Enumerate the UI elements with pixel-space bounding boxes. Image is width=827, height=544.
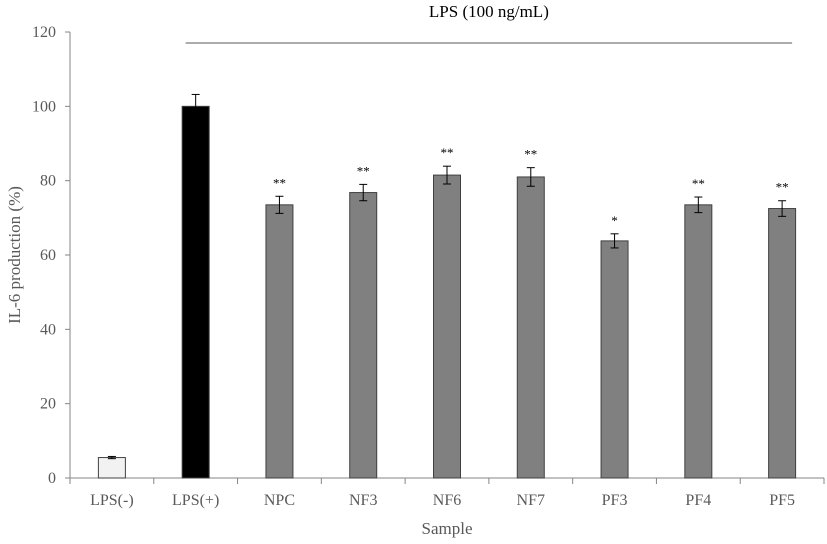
significance-label: ** xyxy=(692,176,705,191)
error-bar xyxy=(191,93,200,119)
x-tick-label: PF4 xyxy=(685,492,711,509)
error-bar xyxy=(443,165,451,185)
significance-label: ** xyxy=(524,147,537,162)
bracket-label: LPS (100 ng/mL) xyxy=(429,2,549,21)
bar-pf4 xyxy=(684,204,713,479)
significance-label: ** xyxy=(776,180,789,195)
x-tick-label: NF7 xyxy=(517,492,545,509)
y-tick-label: 20 xyxy=(40,396,56,413)
significance-label: * xyxy=(611,213,618,228)
x-axis-title: Sample xyxy=(422,519,473,538)
significance-label: ** xyxy=(357,163,370,178)
y-tick-label: 80 xyxy=(40,173,56,190)
y-tick-label: 120 xyxy=(32,24,56,41)
error-bar xyxy=(107,455,116,460)
error-bar xyxy=(359,183,368,202)
bar-nf6 xyxy=(433,174,461,479)
error-bar xyxy=(694,196,703,214)
error-bars xyxy=(107,93,787,460)
y-tick-label: 100 xyxy=(32,98,56,115)
error-bar xyxy=(610,233,619,249)
y-tick-label: 0 xyxy=(48,470,56,487)
bar-lps xyxy=(181,105,210,479)
bars xyxy=(97,105,797,479)
bar-pf3 xyxy=(600,240,629,479)
x-tick-label: PF5 xyxy=(769,492,795,509)
bar-nf3 xyxy=(349,192,378,479)
y-axis-title: IL-6 production (%) xyxy=(5,186,24,324)
y-tick-label: 60 xyxy=(40,247,56,264)
error-bar xyxy=(526,167,535,187)
error-bar xyxy=(275,195,284,214)
significance-label: ** xyxy=(441,145,454,160)
bar-nf7 xyxy=(516,176,545,479)
x-tick-label: NPC xyxy=(264,492,295,509)
y-tick-label: 40 xyxy=(40,321,56,338)
x-tick-label: LPS(-) xyxy=(90,492,134,509)
lps-bracket: LPS (100 ng/mL) xyxy=(185,2,793,44)
x-tick-label: NF3 xyxy=(349,492,377,509)
x-tick-label: PF3 xyxy=(602,492,628,509)
error-bar xyxy=(778,200,787,217)
bar-lps xyxy=(97,457,126,479)
x-tick-label: NF6 xyxy=(433,492,461,509)
significance-label: ** xyxy=(273,175,286,190)
bar-npc xyxy=(265,204,294,479)
y-ticks: 0 20 40 60 80 100 120 xyxy=(32,24,70,487)
x-tick-label: LPS(+) xyxy=(172,492,219,509)
bar-pf5 xyxy=(768,208,797,479)
x-ticks: LPS(-) LPS(+) NPC NF3 NF6 NF7 PF3 PF4 PF5 xyxy=(69,478,825,509)
significance-labels: ****** ***** ** xyxy=(273,145,789,228)
